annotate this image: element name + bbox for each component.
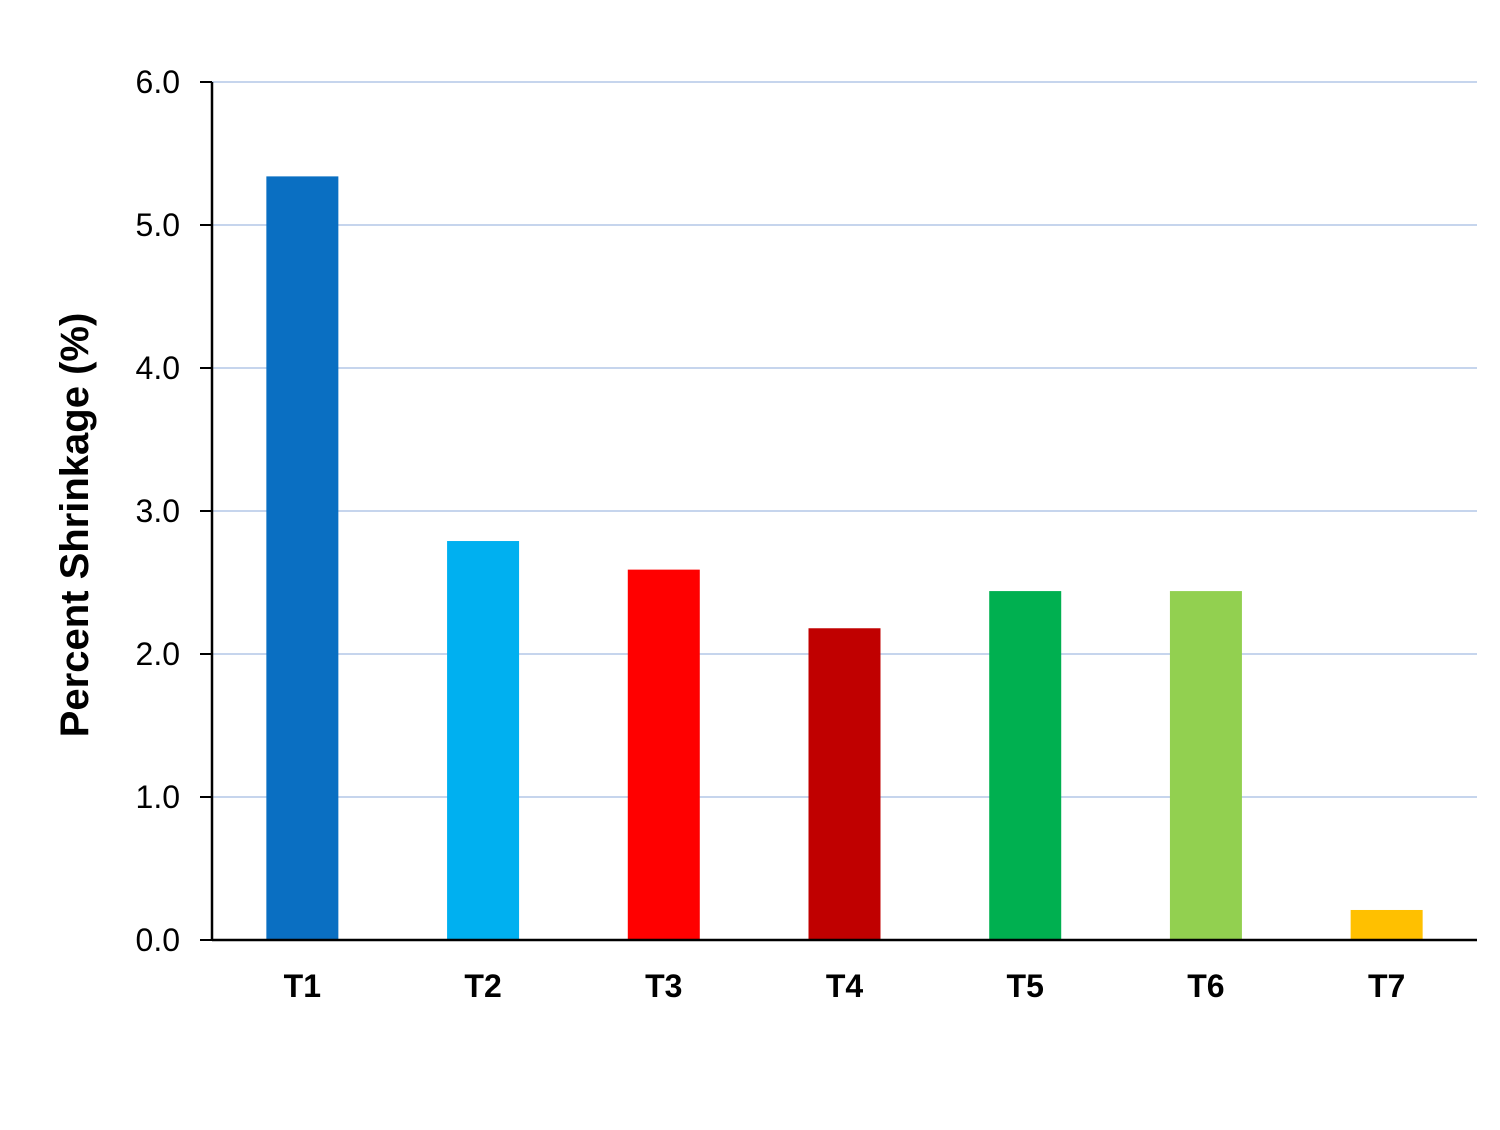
bar-t7 (1350, 909, 1423, 940)
y-tick-label: 4.0 (136, 350, 180, 386)
y-tick-label: 1.0 (136, 779, 180, 815)
x-category-label: T6 (1187, 968, 1224, 1004)
x-category-label: T7 (1368, 968, 1405, 1004)
axes (200, 81, 1477, 942)
x-category-label: T2 (464, 968, 501, 1004)
x-category-label: T4 (826, 968, 864, 1004)
bar-t6 (1169, 591, 1242, 940)
y-tick-label: 0.0 (136, 922, 180, 958)
gridlines (212, 81, 1477, 798)
bar-t3 (627, 569, 700, 940)
y-tick-label: 2.0 (136, 636, 180, 672)
y-tick-label: 6.0 (136, 64, 180, 100)
bar-t2 (447, 541, 520, 940)
bar-t5 (989, 591, 1062, 940)
x-category-label: T1 (284, 968, 321, 1004)
y-tick-label: 3.0 (136, 493, 180, 529)
x-category-label: T5 (1007, 968, 1044, 1004)
y-tick-label: 5.0 (136, 207, 180, 243)
x-category-label: T3 (645, 968, 682, 1004)
y-axis-title: Percent Shrinkage (%) (53, 313, 97, 738)
bars (266, 176, 1423, 940)
bar-t4 (808, 628, 881, 940)
labels: 0.0 1.0 2.0 3.0 4.0 5.0 6.0 T1 T2 T3 T4 T5 T6 T7 (136, 64, 1406, 1004)
bar-t1 (266, 176, 339, 940)
